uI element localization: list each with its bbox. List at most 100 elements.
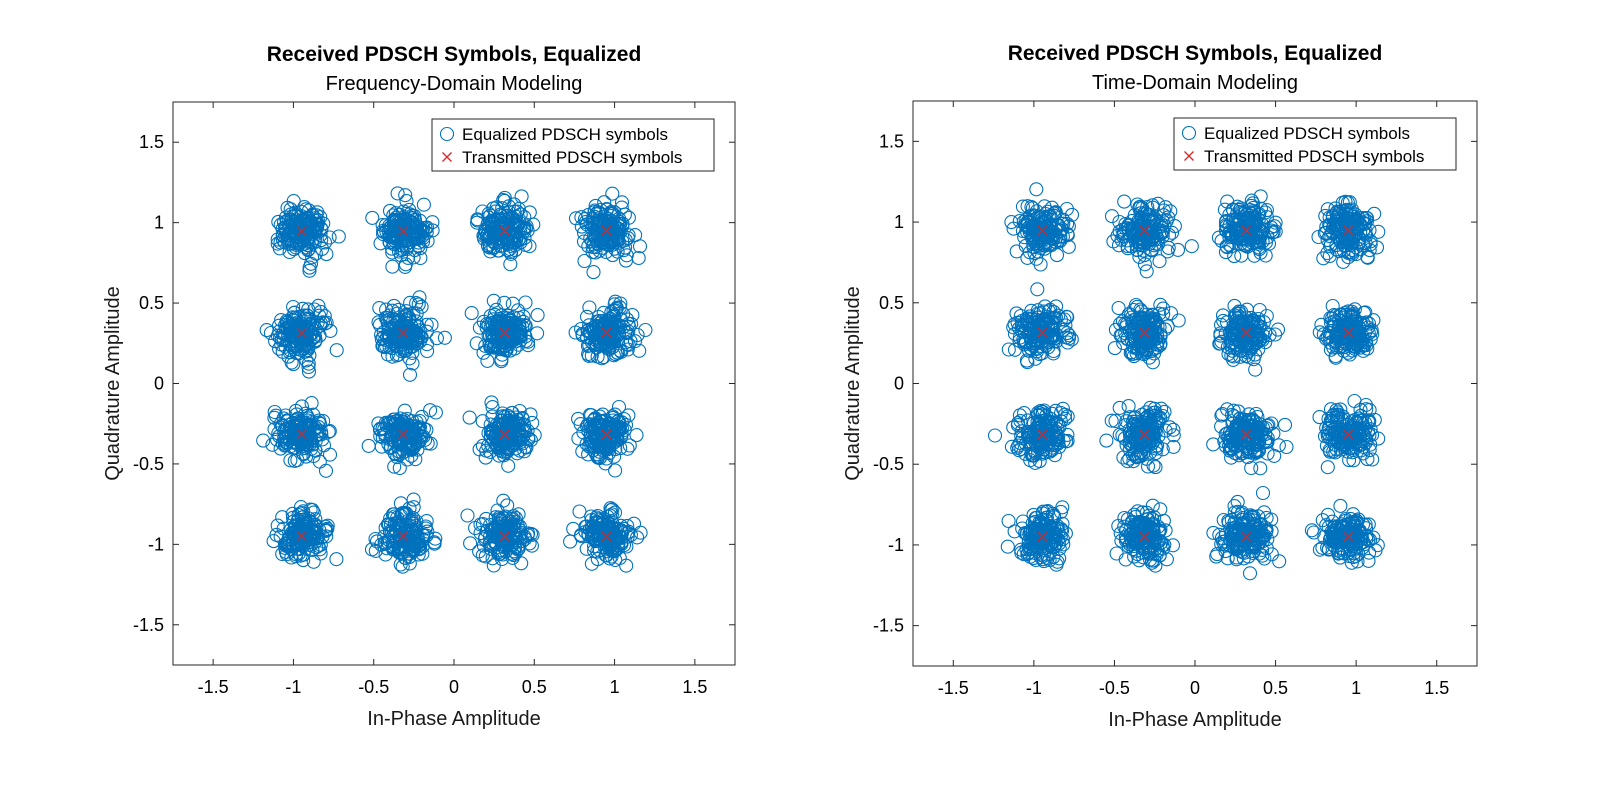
equalized-symbol-point xyxy=(1215,407,1230,422)
equalized-symbol-point xyxy=(1358,305,1373,320)
y-tick-label: 0 xyxy=(154,374,164,394)
equalized-symbol-point xyxy=(1042,552,1057,568)
equalized-symbol-point xyxy=(987,428,1003,443)
equalized-symbol-point xyxy=(1042,432,1058,447)
equalized-symbol-point xyxy=(1012,321,1027,336)
equalized-symbol-point xyxy=(530,308,545,323)
equalized-symbol-point xyxy=(593,420,609,435)
equalized-symbol-point xyxy=(1239,302,1255,317)
equalized-symbol-point xyxy=(1322,443,1337,458)
equalized-symbol-point xyxy=(1253,525,1268,540)
equalized-symbol-point xyxy=(1365,452,1380,467)
equalized-symbol-point xyxy=(487,234,502,249)
equalized-symbol-point xyxy=(611,414,626,429)
equalized-symbol-point xyxy=(497,315,513,330)
equalized-symbol-point xyxy=(1152,254,1167,269)
equalized-symbol-point xyxy=(617,207,632,222)
equalized-symbol-point xyxy=(503,410,518,425)
equalized-symbol-point xyxy=(263,325,278,341)
equalized-symbol-point xyxy=(1366,313,1381,328)
equalized-symbol-point xyxy=(623,334,638,349)
equalized-symbol-point xyxy=(1037,225,1052,240)
y-axis-label: Quadrature Amplitude xyxy=(102,286,124,481)
transmitted-symbol-point xyxy=(398,429,409,440)
equalized-symbol-point xyxy=(481,317,496,332)
equalized-symbol-point xyxy=(1184,239,1199,254)
equalized-symbol-point xyxy=(1048,415,1064,430)
equalized-symbol-point xyxy=(1114,328,1129,343)
equalized-symbol-point xyxy=(512,428,527,443)
equalized-symbol-point xyxy=(1238,310,1253,325)
equalized-symbol-point xyxy=(322,424,337,439)
equalized-symbol-point xyxy=(407,208,422,224)
equalized-symbol-point xyxy=(638,322,653,338)
equalized-symbol-point xyxy=(304,415,319,430)
equalized-symbol-point xyxy=(398,188,413,203)
equalized-symbol-point xyxy=(1140,307,1155,322)
equalized-symbol-point xyxy=(1347,435,1363,450)
equalized-symbol-point xyxy=(1033,210,1048,225)
equalized-symbol-point xyxy=(1014,441,1029,456)
equalized-symbol-point xyxy=(279,537,294,552)
equalized-symbol-point xyxy=(1344,555,1359,570)
equalized-symbol-point xyxy=(313,227,328,243)
equalized-symbol-point xyxy=(491,429,506,444)
equalized-symbol-point xyxy=(1104,209,1120,224)
equalized-symbol-point xyxy=(506,218,521,233)
equalized-symbol-point xyxy=(1166,428,1181,443)
equalized-symbol-point xyxy=(266,534,281,549)
equalized-symbol-point xyxy=(1019,526,1034,541)
equalized-symbol-point xyxy=(1232,448,1247,463)
equalized-symbol-point xyxy=(283,323,298,338)
equalized-symbol-point xyxy=(581,527,596,543)
y-tick-label: -1 xyxy=(148,534,164,554)
equalized-symbol-point xyxy=(1018,334,1033,349)
equalized-symbol-point xyxy=(598,456,613,471)
equalized-symbol-point xyxy=(329,552,344,567)
equalized-symbol-point xyxy=(602,340,617,355)
equalized-symbol-point xyxy=(486,240,501,256)
equalized-symbol-point xyxy=(1049,248,1065,263)
equalized-symbol-point xyxy=(410,536,425,551)
equalized-symbol-point xyxy=(577,253,592,269)
equalized-symbol-point xyxy=(517,529,532,544)
equalized-symbol-point xyxy=(1354,527,1369,542)
plot-area xyxy=(913,101,1477,666)
equalized-symbol-point xyxy=(1048,432,1063,447)
equalized-symbol-point xyxy=(602,322,617,338)
plot-area xyxy=(173,102,735,665)
equalized-symbol-point xyxy=(308,334,323,349)
equalized-symbol-point xyxy=(1107,341,1122,356)
y-tick-label: 0.5 xyxy=(139,293,164,313)
transmitted-symbol-point xyxy=(296,531,307,542)
equalized-symbol-point xyxy=(1012,408,1027,423)
equalized-symbol-point xyxy=(1050,554,1065,569)
equalized-symbol-point xyxy=(1137,530,1152,545)
equalized-symbol-point xyxy=(1153,297,1168,312)
equalized-symbol-point xyxy=(419,324,434,339)
equalized-symbol-point xyxy=(627,334,643,349)
equalized-symbol-point xyxy=(601,213,616,229)
equalized-symbol-point xyxy=(589,223,604,238)
equalized-symbol-point xyxy=(390,432,405,447)
equalized-symbol-point xyxy=(1165,538,1181,553)
equalized-symbol-point xyxy=(1249,420,1264,435)
equalized-symbol-point xyxy=(281,328,296,343)
equalized-symbol-point xyxy=(415,539,430,554)
equalized-symbol-point xyxy=(1226,403,1241,418)
equalized-symbol-point xyxy=(1238,348,1253,363)
equalized-symbol-point xyxy=(1126,302,1141,318)
equalized-symbol-point xyxy=(416,197,431,212)
equalized-symbol-point xyxy=(1312,410,1327,425)
legend-circle-marker xyxy=(439,126,455,142)
equalized-symbol-point xyxy=(1361,425,1376,440)
equalized-symbol-point xyxy=(1320,460,1335,475)
equalized-symbol-point xyxy=(418,432,433,447)
equalized-symbol-point xyxy=(1037,403,1052,418)
equalized-symbol-point xyxy=(1126,222,1141,237)
equalized-symbol-point xyxy=(1038,523,1053,538)
equalized-symbol-point xyxy=(418,519,433,534)
equalized-symbol-point xyxy=(1120,512,1135,527)
equalized-symbol-point xyxy=(1128,233,1143,248)
equalized-symbol-point xyxy=(625,308,640,323)
